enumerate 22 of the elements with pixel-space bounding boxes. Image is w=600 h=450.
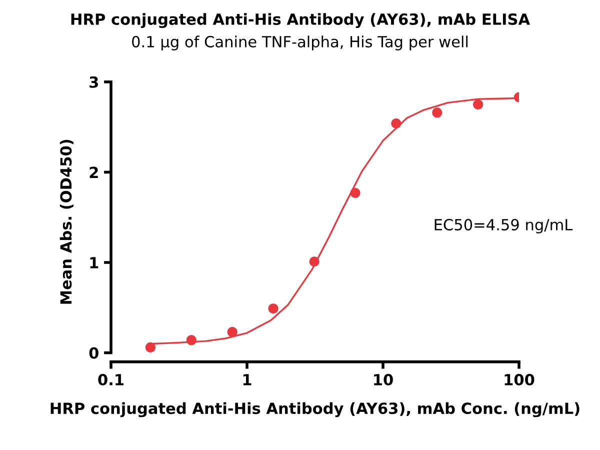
point — [432, 108, 442, 118]
point — [309, 256, 320, 267]
point — [472, 99, 484, 110]
point — [186, 335, 196, 346]
chart-subtitle: 0.1 μg of Canine TNF-alpha, His Tag per well — [132, 36, 468, 50]
annotation: EC50=4.59 ng/mL — [434, 218, 573, 234]
x-tick-label: 100 — [504, 374, 534, 386]
y-axis-title: Mean Abs. (OD450) — [60, 140, 74, 304]
chart-title: HRP conjugated Anti-His Antibody (AY63), mAb ELISA — [71, 13, 530, 28]
y-tick-label: 0 — [89, 347, 98, 359]
point — [350, 188, 360, 198]
x-tick-label: 0.1 — [98, 374, 124, 386]
y-tick-label: 1 — [90, 257, 98, 268]
point — [145, 342, 156, 352]
x-axis-title: HRP conjugated Anti-His Antibody (AY63), mAb Conc. (ng/mL) — [50, 402, 580, 418]
y-tick-label: 3 — [90, 76, 98, 88]
point — [227, 326, 238, 338]
point — [268, 303, 278, 314]
y-tick-label: 2 — [90, 166, 98, 178]
point — [391, 118, 402, 129]
x-tick-label: 10 — [374, 374, 393, 386]
x-tick-label: 1 — [243, 374, 252, 386]
